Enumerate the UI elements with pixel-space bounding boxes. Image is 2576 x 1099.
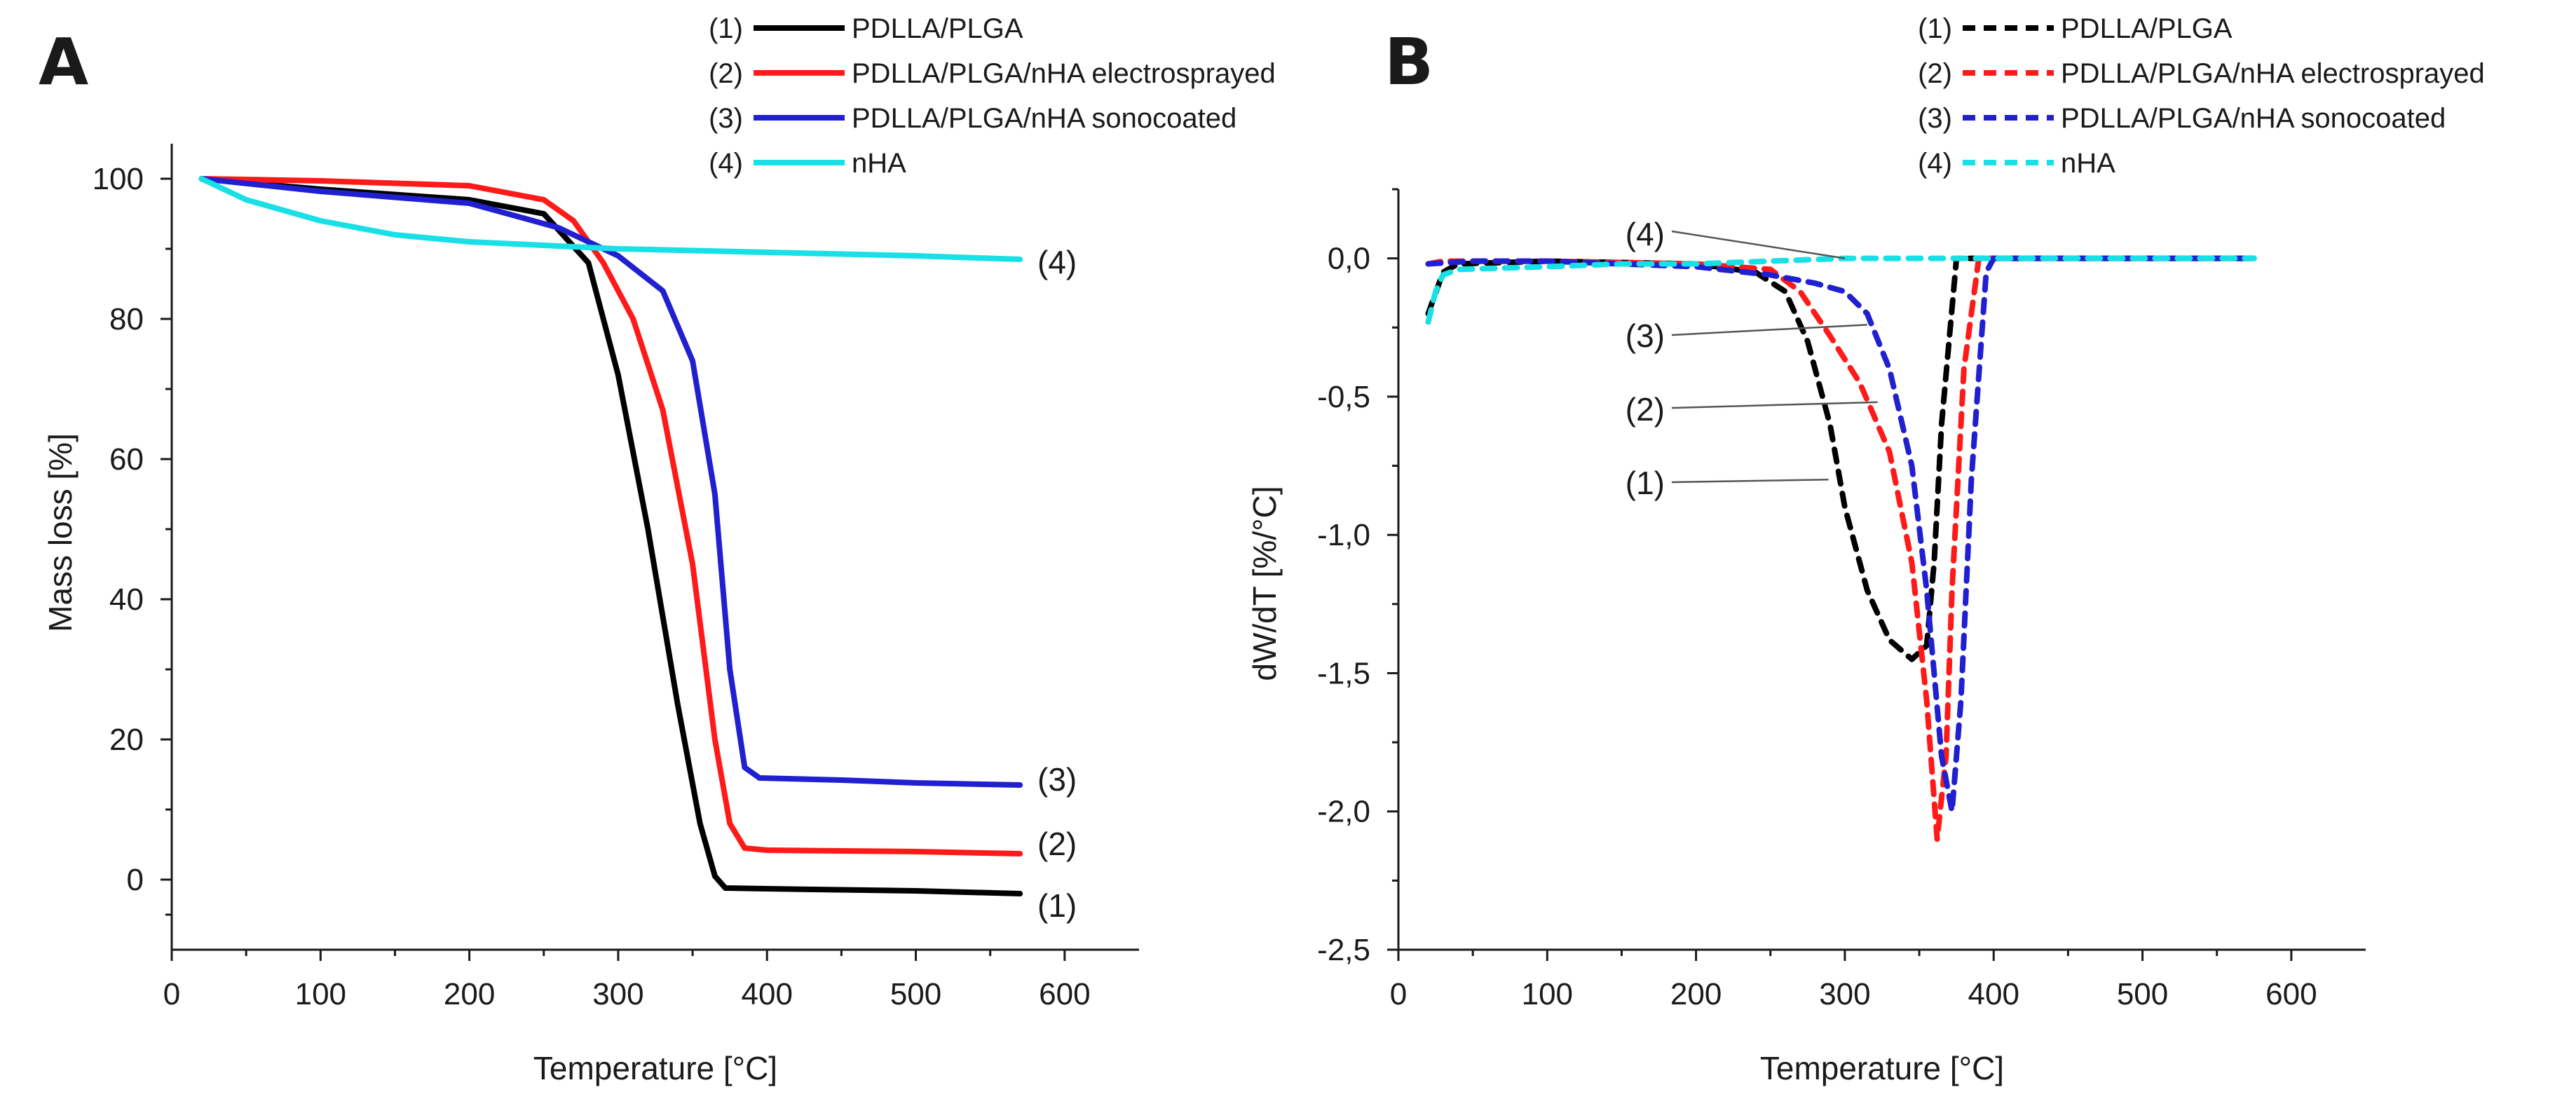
x-tick-label: 400 [742,977,793,1011]
legend-number: (4) [709,148,743,179]
curve-annotation: (3) [1037,761,1077,798]
y-tick-label: -2,0 [1317,795,1370,829]
x-tick-label: 0 [163,977,180,1011]
y-tick-label: 0 [127,863,144,897]
y-tick-label: 0,0 [1328,242,1370,276]
legend-label: PDLLA/PLGA/nHA electrosprayed [852,58,1276,89]
legend-number: (2) [1918,58,1952,89]
panel-letter-a: A [39,25,88,100]
x-tick-label: 500 [890,977,941,1011]
y-tick-label: -1,0 [1317,518,1370,552]
annotation-leader [1671,401,1878,409]
curve-annotation: (2) [1037,826,1077,862]
series-line-2 [198,176,1023,856]
legend-number: (2) [709,58,743,89]
x-tick-label: 200 [444,977,495,1011]
x-tick-label: 500 [2117,977,2168,1011]
x-axis-title: Temperature [°C] [533,1050,777,1086]
curve-annotation: (3) [1626,318,1665,354]
y-tick-label: 20 [109,723,144,757]
x-tick-label: 100 [295,977,346,1011]
legend-number: (1) [709,13,743,44]
x-tick-label: 600 [1039,977,1090,1011]
curve-annotation: (1) [1626,465,1665,501]
x-tick-label: 100 [1522,977,1573,1011]
x-tick-label: 600 [2265,977,2317,1011]
series-line-2 [1425,255,2257,842]
y-axis-title: Mass loss [%] [42,433,79,632]
y-tick-label: -2,5 [1317,933,1370,967]
chart-panel-a: A 0 100 200 300 400 500 600 0 20 40 60 80 100 Temperat… [39,13,1276,1086]
curve-annotation: (4) [1626,216,1665,252]
legend-label: PDLLA/PLGA [852,13,1023,44]
legend-label: PDLLA/PLGA [2061,13,2233,44]
legend-number: (3) [1918,103,1952,134]
legend-label: nHA [852,148,906,179]
annotation-leader [1671,479,1829,484]
series-line-3 [1425,255,2257,814]
legend-number: (4) [1918,148,1952,179]
y-axis-title: dW/dT [%/°C] [1246,486,1283,681]
legend-number: (3) [709,103,743,134]
series-line-4 [198,176,1023,262]
curve-annotation: (1) [1037,887,1077,924]
legend-label: PDLLA/PLGA/nHA sonocoated [2061,103,2446,134]
chart-panel-b: B 0 100 200 300 400 500 600 0,0 -0,5 -1,0 -1,5 -2,0 -… [1246,13,2485,1086]
x-tick-label: 200 [1670,977,1722,1011]
y-tick-label: -0,5 [1317,380,1370,414]
y-tick-label: 40 [109,582,144,617]
series-line-1 [198,176,1023,896]
curve-annotation: (2) [1626,391,1665,428]
legend-label: PDLLA/PLGA/nHA sonocoated [852,103,1236,134]
x-tick-label: 300 [592,977,643,1011]
legend-label: nHA [2061,148,2115,179]
y-tick-label: -1,5 [1317,656,1370,690]
x-tick-label: 300 [1819,977,1870,1011]
legend-label: PDLLA/PLGA/nHA electrosprayed [2061,58,2485,89]
y-tick-label: 80 [109,302,144,336]
y-tick-label: 60 [109,442,144,477]
y-tick-label: 100 [93,162,144,196]
annotation-leader [1671,230,1846,259]
curve-annotation: (4) [1037,244,1077,280]
panel-letter-b: B [1384,25,1433,100]
series-line-1 [1425,255,2257,662]
legend-number: (1) [1918,13,1952,44]
x-tick-label: 400 [1968,977,2019,1011]
annotation-leader [1671,324,1867,336]
series-line-4 [1425,255,2257,325]
series-line-3 [198,176,1023,788]
x-axis-title: Temperature [°C] [1760,1050,2004,1086]
x-tick-label: 0 [1390,977,1407,1011]
